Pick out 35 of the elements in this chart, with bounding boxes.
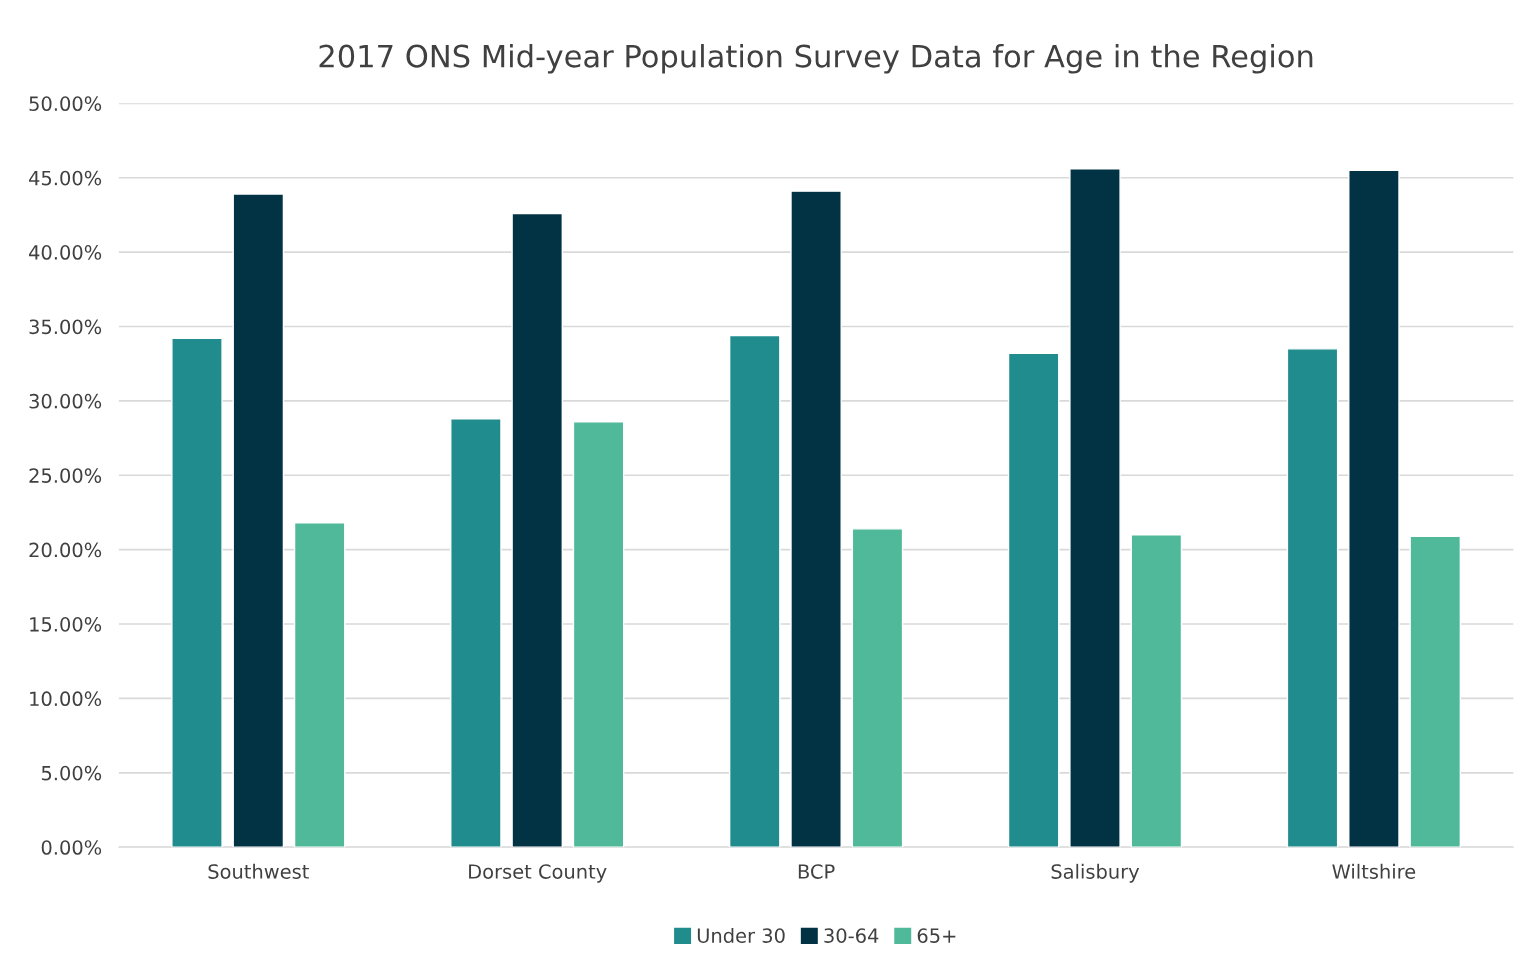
y-tick-label: 35.00%: [29, 319, 102, 335]
y-tick-label: 40.00%: [29, 245, 102, 260]
y-tick-label: 15.00%: [30, 616, 102, 632]
bar: [1286, 348, 1339, 848]
legend-label: Under 30: [697, 927, 785, 943]
bar: [1409, 535, 1462, 848]
y-tick-label: 25.00%: [29, 468, 102, 483]
x-tick-label: Dorset County: [469, 864, 607, 883]
bar: [790, 190, 842, 848]
y-tick-label: 50.00%: [29, 96, 102, 112]
bar: [1130, 534, 1183, 848]
x-tick-label: BCP: [798, 864, 835, 879]
y-tick-label: 0.00%: [41, 840, 102, 855]
bar: [511, 212, 564, 848]
bar: [450, 418, 502, 848]
bar: [728, 334, 781, 848]
y-tick-label: 45.00%: [29, 170, 102, 186]
y-tick-label: 10.00%: [30, 691, 102, 707]
chart-title: 2017 ONS Mid-year Population Survey Data for Age in the Region: [319, 44, 1313, 74]
bar: [1007, 352, 1060, 848]
x-tick-label: Southwest: [208, 863, 309, 879]
y-tick-label: 30.00%: [29, 393, 102, 409]
y-tick-label: 5.00%: [41, 765, 102, 781]
y-tick-label: 20.00%: [29, 542, 102, 558]
x-tick-label: Salisbury: [1051, 863, 1140, 883]
bar: [1069, 168, 1121, 848]
bar: [1348, 169, 1400, 848]
bar: [232, 193, 285, 848]
legend-label: 30-64: [824, 928, 879, 943]
x-tick-label: Wiltshire: [1332, 863, 1416, 879]
bar: [171, 337, 223, 848]
bar: [293, 522, 346, 848]
legend-label: 65+: [917, 928, 956, 943]
bar: [572, 421, 625, 848]
bar: [851, 528, 904, 848]
